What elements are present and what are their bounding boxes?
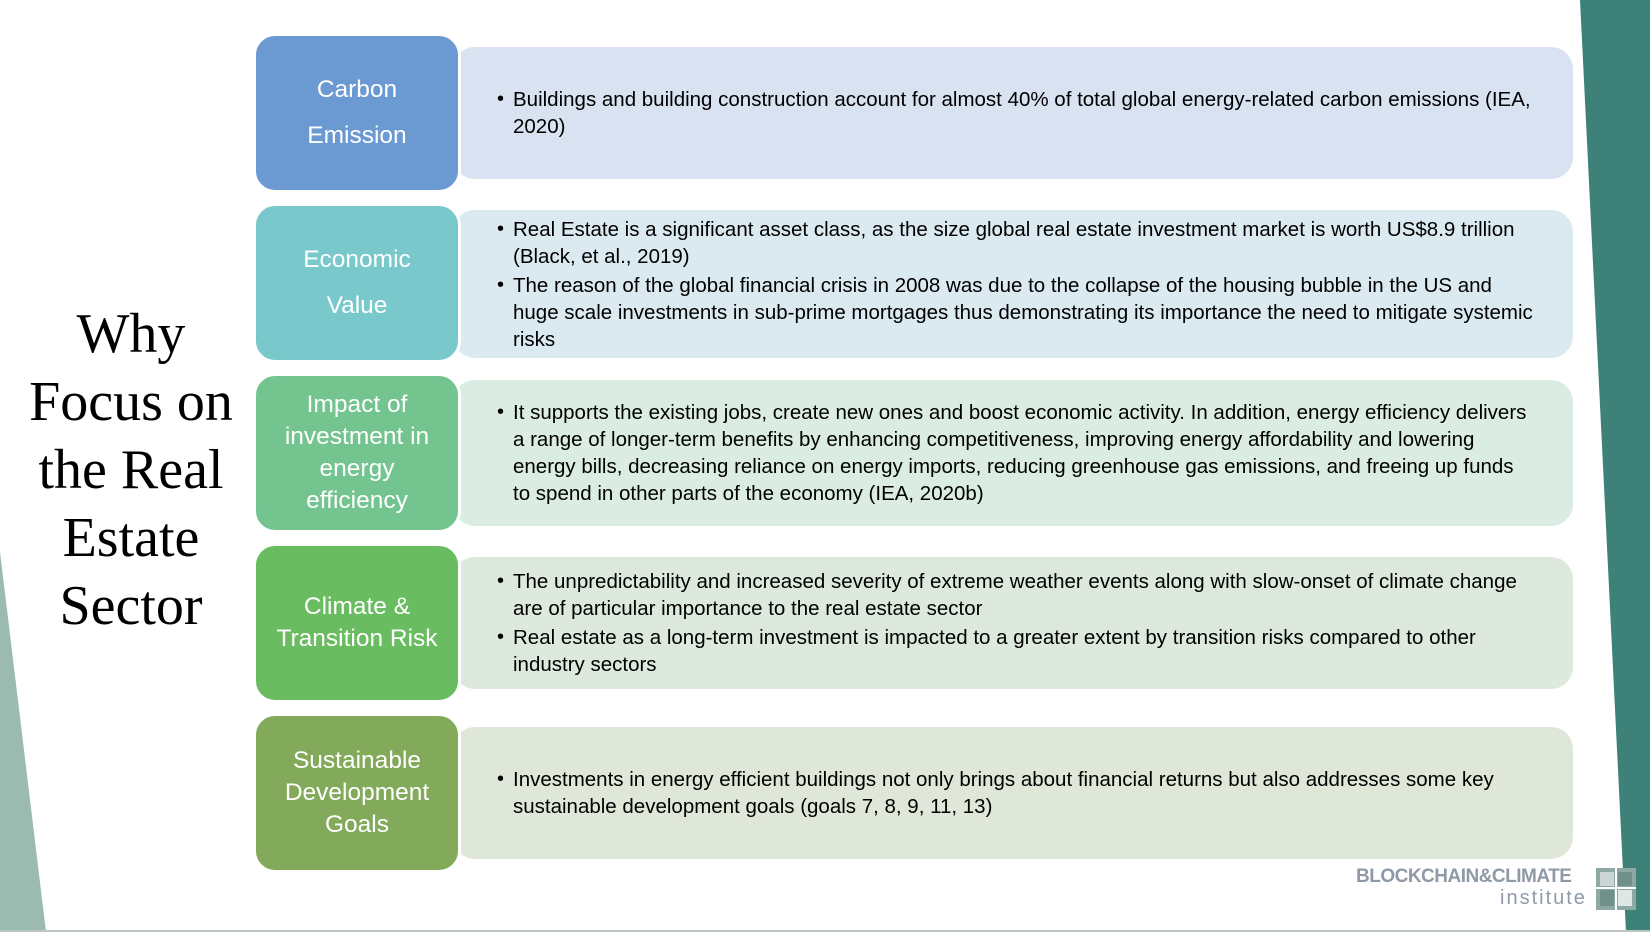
blockchain-climate-logo: BLOCKCHAIN&CLIMATE institute [1350, 862, 1640, 912]
category-label-carbon-emission: Carbon Emission [253, 33, 461, 193]
label-line: energy [319, 455, 395, 482]
row-sustainable-development-goals: Investments in energy efficient building… [253, 713, 1573, 873]
logo-wordmark: BLOCKCHAIN&CLIMATE [1356, 866, 1572, 887]
bullet-list: It supports the existing jobs, create ne… [497, 397, 1533, 509]
bullet-item: Investments in energy efficient building… [497, 766, 1533, 820]
content-panel: Real Estate is a significant asset class… [453, 210, 1573, 358]
label-line: Carbon [316, 76, 398, 103]
logo-mark-icon [1596, 868, 1636, 910]
bullet-item: The reason of the global financial crisi… [497, 272, 1533, 353]
label-line: Transition Risk [276, 625, 438, 652]
title-line: Focus on [29, 371, 233, 433]
label-line: efficiency [306, 487, 408, 514]
label-line: Climate & [303, 593, 411, 620]
row-economic-value: Real Estate is a significant asset class… [253, 203, 1573, 363]
bullet-item: Real estate as a long-term investment is… [497, 624, 1533, 678]
label-line: Impact of [306, 391, 408, 418]
title-line: Why [76, 303, 186, 365]
row-climate-transition-risk: The unpredictability and increased sever… [253, 543, 1573, 703]
bottom-divider [0, 930, 1650, 932]
content-panel: The unpredictability and increased sever… [453, 557, 1573, 689]
title-line: Estate [62, 507, 200, 569]
bullet-item: The unpredictability and increased sever… [497, 568, 1533, 622]
bullet-list: Investments in energy efficient building… [497, 764, 1533, 822]
label-line: Sustainable [292, 747, 422, 774]
label-line: Emission [307, 122, 407, 149]
bullet-item: Buildings and building construction acco… [497, 86, 1533, 140]
content-panel: Buildings and building construction acco… [453, 47, 1573, 179]
label-line: Economic [303, 246, 411, 273]
category-label-economic-value: Economic Value [253, 203, 461, 363]
row-energy-efficiency: It supports the existing jobs, create ne… [253, 373, 1573, 533]
bullet-list: The unpredictability and increased sever… [497, 566, 1533, 680]
logo-subtitle: institute [1500, 887, 1587, 909]
right-decorative-band [1580, 0, 1650, 932]
slide-title: Why Focus on the Real Estate Sector [0, 300, 262, 640]
content-panel: Investments in energy efficient building… [453, 727, 1573, 859]
title-line: Sector [59, 575, 203, 637]
content-panel: It supports the existing jobs, create ne… [453, 380, 1573, 526]
label-line: investment in [284, 423, 430, 450]
category-label-sustainable-development-goals: Sustainable Development Goals [253, 713, 461, 873]
left-decorative-band [0, 552, 46, 932]
label-line: Goals [324, 811, 389, 838]
label-line: Development [284, 779, 430, 806]
title-line: the Real [38, 439, 224, 501]
bullet-item: Real Estate is a significant asset class… [497, 216, 1533, 270]
row-carbon-emission: Buildings and building construction acco… [253, 33, 1573, 193]
bullet-list: Buildings and building construction acco… [497, 84, 1533, 142]
bullet-list: Real Estate is a significant asset class… [497, 214, 1533, 355]
label-line: Value [326, 292, 388, 319]
category-label-energy-efficiency: Impact of investment in energy efficienc… [253, 373, 461, 533]
category-label-climate-transition-risk: Climate & Transition Risk [253, 543, 461, 703]
bullet-item: It supports the existing jobs, create ne… [497, 399, 1533, 507]
